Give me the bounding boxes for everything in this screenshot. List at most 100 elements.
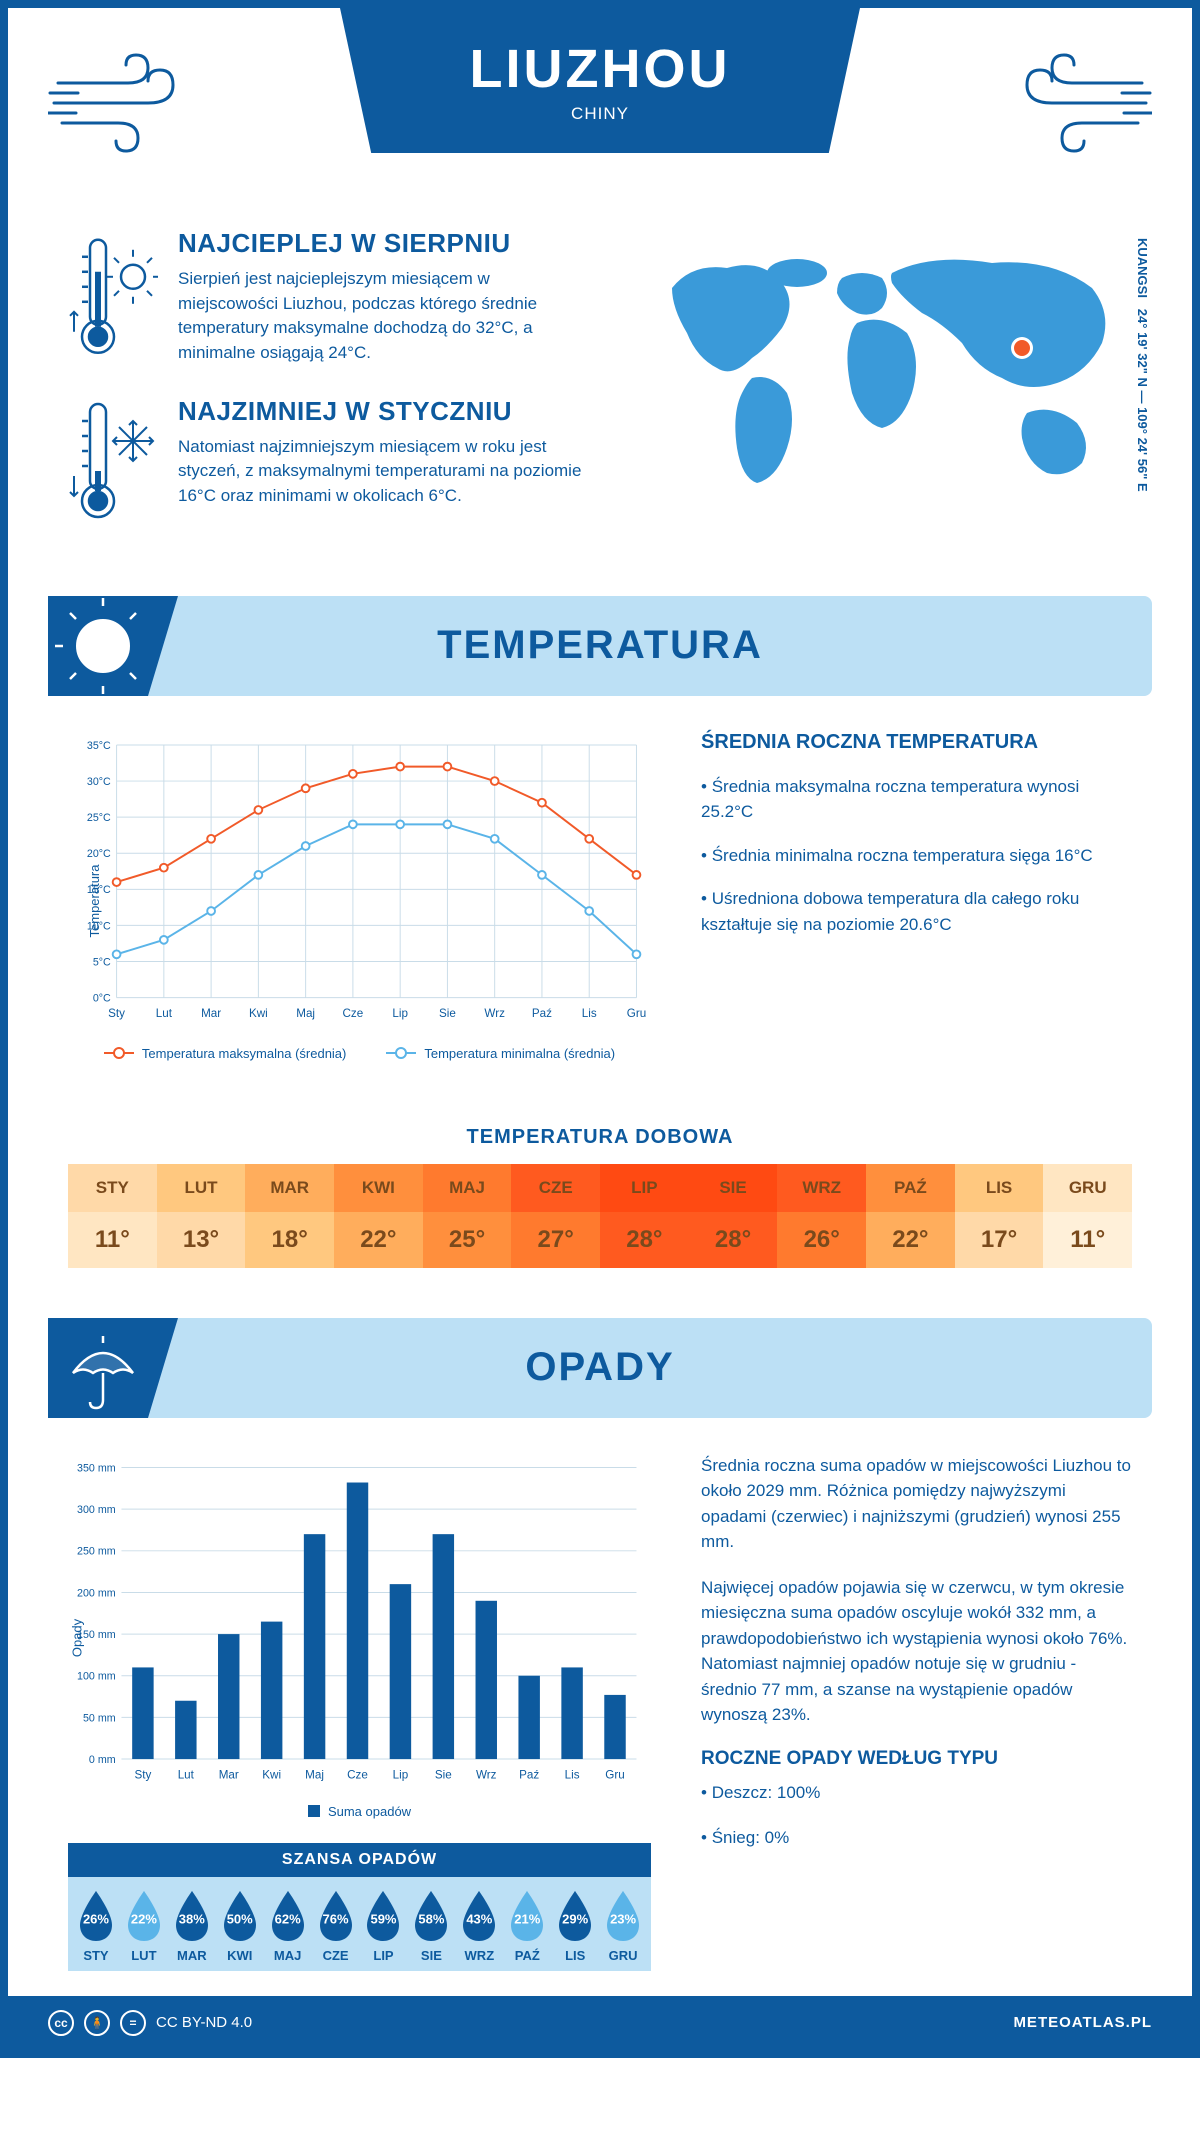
nd-icon: =: [120, 2010, 146, 2036]
svg-text:Cze: Cze: [343, 1007, 364, 1020]
chance-cell: 58%SIE: [407, 1889, 455, 1963]
svg-text:250 mm: 250 mm: [77, 1545, 116, 1557]
svg-text:Mar: Mar: [219, 1768, 239, 1781]
svg-text:Lis: Lis: [582, 1007, 597, 1020]
precipitation-summary: Średnia roczna suma opadów w miejscowośc…: [701, 1453, 1132, 1971]
sun-icon: [48, 596, 178, 696]
umbrella-icon: [48, 1318, 178, 1418]
svg-text:Wrz: Wrz: [476, 1768, 497, 1781]
temperature-summary: ŚREDNIA ROCZNA TEMPERATURA • Średnia mak…: [701, 731, 1132, 1071]
precipitation-section-header: OPADY: [48, 1318, 1152, 1418]
precipitation-area: Opady 0 mm50 mm100 mm150 mm200 mm250 mm3…: [8, 1418, 1192, 1996]
chance-cell: 38%MAR: [168, 1889, 216, 1963]
avg-temp-b3: • Uśredniona dobowa temperatura dla całe…: [701, 886, 1132, 937]
svg-text:50 mm: 50 mm: [83, 1712, 116, 1724]
chance-cell: 59%LIP: [360, 1889, 408, 1963]
svg-text:Kwi: Kwi: [249, 1007, 268, 1020]
legend-min: .legend-item:nth-child(2) .legend-swatch…: [386, 1046, 615, 1061]
svg-text:20°C: 20°C: [87, 848, 111, 860]
coldest-block: NAJZIMNIEJ W STYCZNIU Natomiast najzimni…: [68, 396, 592, 526]
country-name: CHINY: [571, 104, 629, 124]
svg-text:200 mm: 200 mm: [77, 1587, 116, 1599]
chance-cell: 29%LIS: [551, 1889, 599, 1963]
precip-rain: • Deszcz: 100%: [701, 1780, 1132, 1806]
chance-cell: 62%MAJ: [264, 1889, 312, 1963]
svg-text:Maj: Maj: [305, 1768, 324, 1781]
chance-row: 26%STY22%LUT38%MAR50%KWI62%MAJ76%CZE59%L…: [68, 1877, 651, 1971]
svg-text:Gru: Gru: [605, 1768, 624, 1781]
svg-text:Lip: Lip: [392, 1007, 408, 1020]
daily-cell: LIP28°: [600, 1164, 689, 1268]
temperature-section-header: TEMPERATURA: [48, 596, 1152, 696]
svg-text:0 mm: 0 mm: [89, 1753, 116, 1765]
chance-header: SZANSA OPADÓW: [68, 1843, 651, 1877]
precipitation-title: OPADY: [525, 1345, 674, 1390]
map-block: KUANGSI 24° 19' 32" N — 109° 24' 56" E: [632, 228, 1132, 556]
daily-cell: LIS17°: [955, 1164, 1044, 1268]
svg-text:300 mm: 300 mm: [77, 1504, 116, 1516]
precip-p1: Średnia roczna suma opadów w miejscowośc…: [701, 1453, 1132, 1555]
license-text: CC BY-ND 4.0: [156, 2014, 252, 2031]
svg-text:30°C: 30°C: [87, 775, 111, 787]
daily-cell: KWI22°: [334, 1164, 423, 1268]
precip-p2: Najwięcej opadów pojawia się w czerwcu, …: [701, 1575, 1132, 1728]
daily-cell: MAJ25°: [423, 1164, 512, 1268]
svg-text:Sie: Sie: [439, 1007, 456, 1020]
city-name: LIUZHOU: [470, 38, 731, 100]
svg-text:5°C: 5°C: [93, 956, 111, 968]
cc-icon: cc: [48, 2010, 74, 2036]
svg-text:Lut: Lut: [178, 1768, 195, 1781]
svg-text:Lip: Lip: [393, 1768, 409, 1781]
chance-cell: 22%LUT: [120, 1889, 168, 1963]
warmest-text: Sierpień jest najcieplejszym miesiącem w…: [178, 267, 592, 366]
warmest-block: NAJCIEPLEJ W SIERPNIU Sierpień jest najc…: [68, 228, 592, 366]
avg-temp-b2: • Średnia minimalna roczna temperatura s…: [701, 843, 1132, 869]
daily-cell: SIE28°: [689, 1164, 778, 1268]
wind-icon-right: [992, 43, 1152, 163]
daily-cell: WRZ26°: [777, 1164, 866, 1268]
svg-text:Sie: Sie: [435, 1768, 452, 1781]
thermometer-hot-icon: [68, 228, 158, 366]
daily-cell: CZE27°: [511, 1164, 600, 1268]
world-map-icon: [632, 228, 1132, 518]
by-icon: 🧍: [84, 2010, 110, 2036]
svg-text:Kwi: Kwi: [262, 1768, 281, 1781]
temperature-chart-area: Temperatura 0°C5°C10°C15°C20°C25°C30°C35…: [8, 696, 1192, 1106]
chance-cell: 26%STY: [72, 1889, 120, 1963]
temperature-title: TEMPERATURA: [437, 623, 763, 668]
coldest-text: Natomiast najzimniejszym miesiącem w rok…: [178, 435, 592, 509]
svg-text:Gru: Gru: [627, 1007, 646, 1020]
daily-cell: PAŹ22°: [866, 1164, 955, 1268]
header: LIUZHOU CHINY: [8, 8, 1192, 208]
page: LIUZHOU CHINY: [0, 0, 1200, 2058]
chance-cell: 21%PAŹ: [503, 1889, 551, 1963]
svg-text:Cze: Cze: [347, 1768, 368, 1781]
coldest-title: NAJZIMNIEJ W STYCZNIU: [178, 396, 592, 427]
precip-snow: • Śnieg: 0%: [701, 1825, 1132, 1851]
footer: cc 🧍 = CC BY-ND 4.0 METEOATLAS.PL: [8, 1996, 1192, 2050]
svg-text:Paź: Paź: [519, 1768, 539, 1781]
precip-legend: Suma opadów: [68, 1804, 651, 1819]
svg-text:Sty: Sty: [134, 1768, 151, 1781]
daily-cell: MAR18°: [245, 1164, 334, 1268]
svg-text:Paź: Paź: [532, 1007, 552, 1020]
avg-temp-title: ŚREDNIA ROCZNA TEMPERATURA: [701, 731, 1132, 754]
daily-cell: GRU11°: [1043, 1164, 1132, 1268]
chance-cell: 43%WRZ: [455, 1889, 503, 1963]
svg-text:Lis: Lis: [565, 1768, 580, 1781]
chance-cell: 76%CZE: [312, 1889, 360, 1963]
svg-text:100 mm: 100 mm: [77, 1670, 116, 1682]
svg-text:25°C: 25°C: [87, 812, 111, 824]
svg-text:Maj: Maj: [296, 1007, 315, 1020]
svg-text:350 mm: 350 mm: [77, 1462, 116, 1474]
warmest-title: NAJCIEPLEJ W SIERPNIU: [178, 228, 592, 259]
svg-text:Sty: Sty: [108, 1007, 125, 1020]
svg-text:Mar: Mar: [201, 1007, 221, 1020]
intro-section: NAJCIEPLEJ W SIERPNIU Sierpień jest najc…: [8, 208, 1192, 596]
daily-cell: STY11°: [68, 1164, 157, 1268]
daily-temp-table: STY11°LUT13°MAR18°KWI22°MAJ25°CZE27°LIP2…: [68, 1164, 1132, 1268]
legend-max: .legend-item:nth-child(1) .legend-swatch…: [104, 1046, 346, 1061]
precipitation-bar-chart: Opady 0 mm50 mm100 mm150 mm200 mm250 mm3…: [68, 1453, 651, 1823]
wind-icon-left: [48, 43, 208, 163]
avg-temp-b1: • Średnia maksymalna roczna temperatura …: [701, 774, 1132, 825]
